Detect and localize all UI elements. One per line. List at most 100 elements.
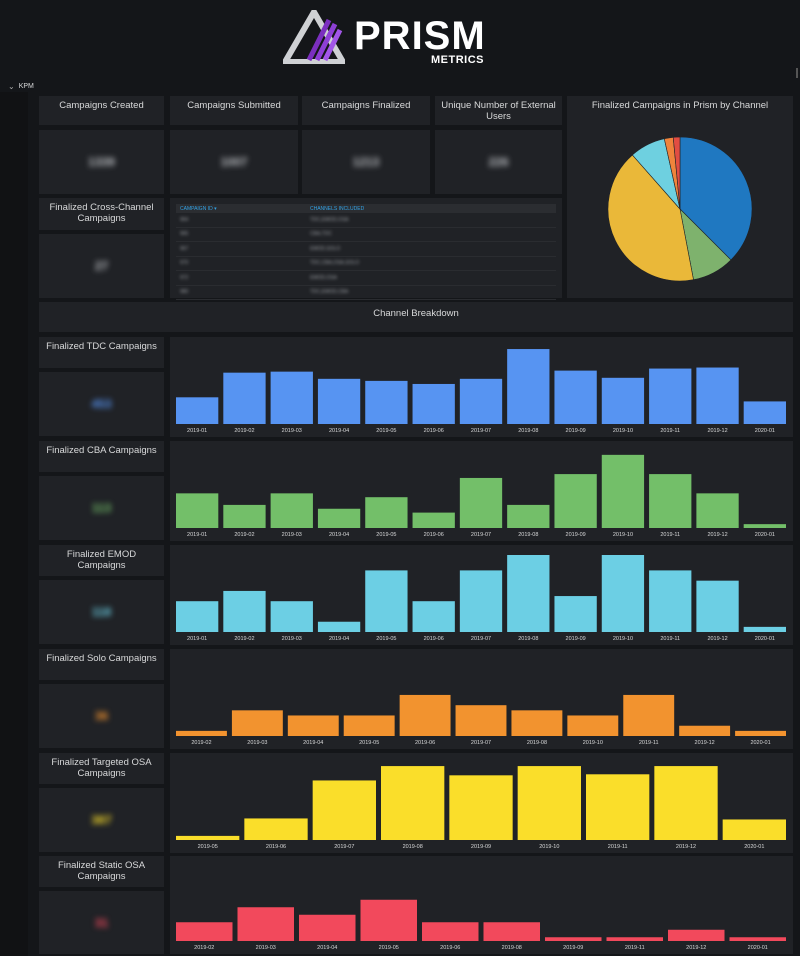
bar[interactable]: [365, 570, 408, 632]
bar[interactable]: [517, 766, 581, 840]
bar[interactable]: [176, 730, 227, 736]
bar[interactable]: [743, 401, 786, 424]
panel-title: Finalized EMOD Campaigns: [66, 549, 137, 571]
stat-static-osa: 31: [39, 891, 164, 954]
panel-campaign-table: CAMPAIGN ID ▾ CHANNELS INCLUDED 964 TDC,E…: [170, 198, 562, 300]
bar[interactable]: [735, 730, 786, 736]
bar[interactable]: [317, 378, 361, 424]
bar[interactable]: [696, 493, 739, 528]
column-header-campaign-id[interactable]: CAMPAIGN ID ▾: [180, 205, 217, 212]
panel-title: Finalized Cross-Channel Campaigns: [49, 202, 154, 224]
bar[interactable]: [722, 819, 786, 840]
scrollbar-thumb[interactable]: [796, 68, 798, 78]
bar[interactable]: [729, 937, 787, 941]
panel-campaigns-finalized-title: Campaigns Finalized: [302, 96, 430, 125]
bar[interactable]: [270, 601, 313, 632]
pie-slice-targeted-osa[interactable]: [607, 154, 694, 282]
bar[interactable]: [412, 512, 455, 528]
bar[interactable]: [176, 922, 233, 941]
bar[interactable]: [545, 937, 602, 941]
bar[interactable]: [601, 555, 645, 632]
x-tick-label: 2019-10: [583, 740, 603, 746]
bar[interactable]: [412, 383, 455, 424]
bar[interactable]: [223, 504, 266, 528]
bar[interactable]: [601, 377, 645, 424]
bar[interactable]: [231, 710, 283, 736]
x-tick-label: 2019-04: [329, 636, 349, 642]
bar[interactable]: [244, 818, 308, 840]
x-tick-label: 2019-07: [471, 428, 491, 434]
bar[interactable]: [343, 715, 395, 736]
x-tick-label: 2019-03: [247, 740, 267, 746]
panel-channel-breakdown: Channel Breakdown: [39, 302, 793, 332]
bar[interactable]: [554, 474, 597, 528]
bar[interactable]: [412, 601, 455, 632]
bar[interactable]: [422, 922, 479, 941]
bar[interactable]: [176, 397, 219, 424]
bar[interactable]: [586, 774, 650, 840]
pie-slice-static-osa[interactable]: [672, 136, 681, 210]
x-tick-label: 2019-02: [234, 532, 254, 538]
bar[interactable]: [270, 371, 313, 424]
bar[interactable]: [360, 899, 418, 941]
bar[interactable]: [381, 766, 445, 840]
bar[interactable]: [511, 710, 563, 736]
bar[interactable]: [601, 454, 645, 528]
row-toggle-kpm[interactable]: ⌄ KPM: [8, 80, 34, 92]
tdc-bar-chart: 2019-01 2019-02 2019-03 2019-04 2019-05 2019-…: [176, 349, 786, 434]
bar[interactable]: [668, 929, 725, 941]
x-tick-label: 2019-04: [329, 428, 349, 434]
bar[interactable]: [317, 508, 361, 528]
x-tick-label: 2020-01: [755, 532, 775, 538]
solo-bar-chart: 2019-02 2019-03 2019-04 2019-05 2019-06 2019-…: [176, 694, 786, 746]
pie-slice-tdc[interactable]: [679, 136, 753, 261]
bar[interactable]: [507, 555, 550, 632]
table-cell: 980: [180, 289, 189, 296]
bar[interactable]: [270, 493, 313, 528]
bar[interactable]: [459, 378, 503, 424]
stat-value: 36: [94, 709, 109, 723]
bar[interactable]: [455, 705, 507, 736]
column-header-channels[interactable]: CHANNELS INCLUDED: [310, 205, 365, 212]
bar[interactable]: [223, 590, 266, 632]
bar[interactable]: [287, 715, 339, 736]
bar[interactable]: [483, 922, 541, 941]
bar[interactable]: [176, 601, 219, 632]
bar[interactable]: [654, 766, 718, 840]
bar[interactable]: [567, 715, 619, 736]
bar[interactable]: [365, 380, 408, 424]
targeted-osa-bar-chart: 2019-05 2019-06 2019-07 2019-08 2019-09 2019-…: [176, 766, 786, 850]
bar[interactable]: [507, 349, 550, 424]
bar[interactable]: [696, 580, 739, 632]
bar[interactable]: [649, 474, 692, 528]
bar[interactable]: [554, 596, 597, 632]
bar[interactable]: [743, 626, 786, 632]
bar[interactable]: [223, 372, 266, 424]
bar[interactable]: [237, 907, 295, 941]
bar[interactable]: [459, 477, 503, 528]
bar[interactable]: [649, 570, 692, 632]
bar[interactable]: [399, 694, 451, 736]
bar[interactable]: [507, 504, 550, 528]
x-tick-label: 2019-04: [329, 532, 349, 538]
bar[interactable]: [743, 524, 786, 528]
bar[interactable]: [449, 775, 513, 840]
chart-solo: 2019-02 2019-03 2019-04 2019-05 2019-06 2019-…: [170, 649, 793, 749]
bar[interactable]: [176, 493, 219, 528]
brand-name: PRISM: [354, 14, 486, 58]
bar[interactable]: [623, 694, 675, 736]
bar[interactable]: [679, 725, 731, 736]
bar[interactable]: [312, 780, 376, 840]
bar[interactable]: [176, 835, 240, 840]
bar[interactable]: [365, 497, 408, 528]
bar[interactable]: [317, 621, 361, 632]
bar[interactable]: [299, 914, 356, 941]
bar[interactable]: [649, 368, 692, 424]
bar[interactable]: [696, 367, 739, 424]
bar[interactable]: [554, 370, 597, 424]
bar[interactable]: [606, 937, 664, 941]
x-tick-label: 2019-12: [707, 636, 727, 642]
prism-logo-icon: [283, 10, 345, 64]
bar[interactable]: [459, 570, 503, 632]
stat-campaigns-finalized: 1213: [302, 130, 430, 194]
